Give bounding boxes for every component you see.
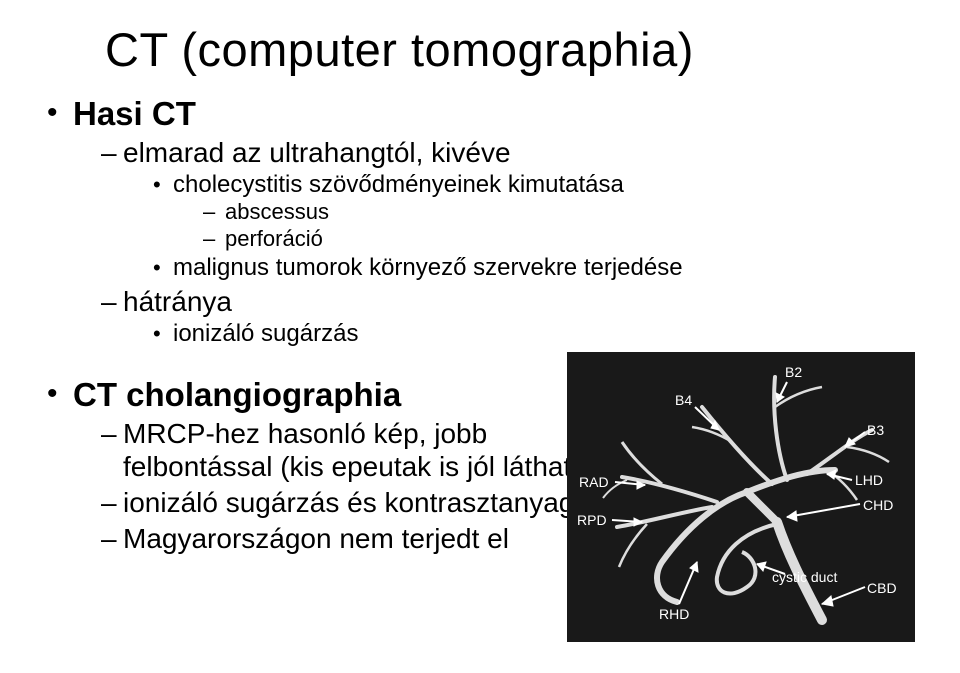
section-hasi-ct: Hasi CT elmarad az ultrahangtól, kivéve … [45, 95, 915, 348]
label-rhd: RHD [659, 606, 689, 622]
item-ionizalo: ionizáló sugárzás [153, 320, 915, 348]
heading-ct-cholangio: CT cholangiographia [73, 376, 401, 413]
label-cbd: CBD [867, 580, 897, 596]
label-b3: B3 [867, 422, 884, 438]
sub-mrcp: MRCP-hez hasonló kép, jobb felbontással … [101, 417, 621, 483]
label-b4: B4 [675, 392, 692, 408]
label-rad: RAD [579, 474, 609, 490]
item-malignus: malignus tumorok környező szervekre terj… [153, 254, 915, 282]
label-chd: CHD [863, 497, 893, 513]
item-perforacio: perforáció [203, 226, 915, 252]
heading-hasi-ct: Hasi CT [73, 95, 196, 132]
cholangiogram-figure: B2 B4 B3 RAD LHD RPD CHD cystic duct RHD… [567, 352, 915, 642]
sub-hatranya: hátránya ionizáló sugárzás [101, 285, 915, 348]
label-b2: B2 [785, 364, 802, 380]
label-lhd: LHD [855, 472, 883, 488]
label-rpd: RPD [577, 512, 607, 528]
label-cystic: cystic duct [772, 569, 837, 585]
sub-magyarorszagon: Magyarországon nem terjedt el [101, 522, 621, 555]
item-abscessus: abscessus [203, 199, 915, 225]
slide-title: CT (computer tomographia) [105, 22, 915, 77]
slide: CT (computer tomographia) Hasi CT elmara… [0, 0, 960, 673]
sub-elmarad: elmarad az ultrahangtól, kivéve cholecys… [101, 136, 915, 282]
bullet-list: Hasi CT elmarad az ultrahangtól, kivéve … [45, 95, 915, 348]
item-cholecystitis: cholecystitis szövődményeinek kimutatása… [153, 171, 915, 252]
sub-ionizalo-kontraszt: ionizáló sugárzás és kontrasztanyag [101, 486, 621, 519]
